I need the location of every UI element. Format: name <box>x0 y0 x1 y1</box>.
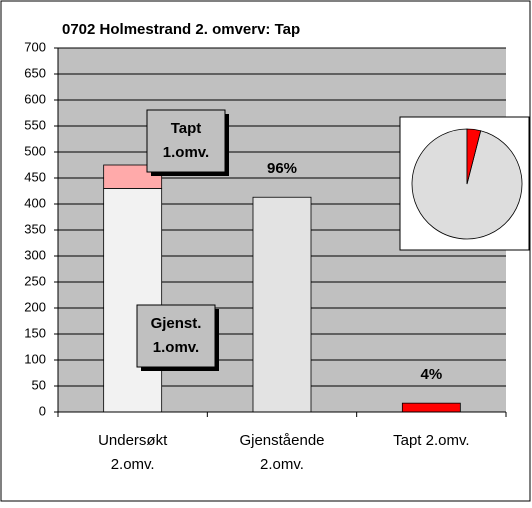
y-tick-label: 600 <box>24 91 46 106</box>
y-tick-label: 650 <box>24 65 46 80</box>
series-label: Gjenst. <box>151 315 202 332</box>
x-tick-label: 2.omv. <box>111 456 155 473</box>
x-tick-label: Gjenstående <box>239 432 324 449</box>
pie-slice <box>466 128 482 185</box>
series-label: 1.omv. <box>163 144 209 161</box>
y-tick-label: 400 <box>24 195 46 210</box>
series-label: 1.omv. <box>153 339 199 356</box>
bar <box>252 196 312 413</box>
y-tick-label: 550 <box>24 117 46 132</box>
x-tick-label: 2.omv. <box>260 456 304 473</box>
y-tick-label: 200 <box>24 299 46 314</box>
x-tick-label: Undersøkt <box>98 432 168 449</box>
annotation: 96% <box>267 160 297 177</box>
series-label-box <box>146 109 226 173</box>
y-tick-label: 500 <box>24 143 46 158</box>
y-tick-label: 300 <box>24 247 46 262</box>
chart-title: 0702 Holmestrand 2. omverv: Tap <box>62 21 300 38</box>
y-tick-label: 150 <box>24 325 46 340</box>
bar <box>103 187 163 413</box>
y-tick-label: 100 <box>24 351 46 366</box>
x-tick-label: Tapt 2.omv. <box>393 432 469 449</box>
y-tick-label: 0 <box>39 403 46 418</box>
bar <box>401 402 461 413</box>
series-label-box <box>136 304 216 368</box>
series-label: Tapt <box>171 120 202 137</box>
y-tick-label: 250 <box>24 273 46 288</box>
y-tick-label: 450 <box>24 169 46 184</box>
y-tick-label: 700 <box>24 39 46 54</box>
y-tick-label: 350 <box>24 221 46 236</box>
annotation: 4% <box>420 366 442 383</box>
y-tick-label: 50 <box>32 377 46 392</box>
